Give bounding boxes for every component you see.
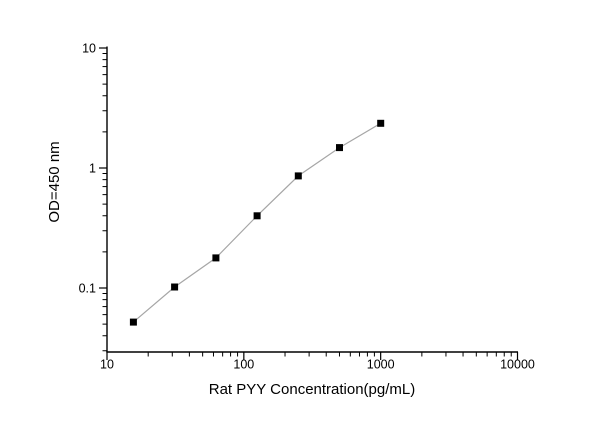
y-tick-label: 1 (89, 161, 96, 175)
data-point-marker (336, 144, 343, 152)
data-point-marker (171, 283, 179, 291)
x-axis-title: Rat PYY Concentration(pg/mL) (209, 381, 416, 398)
x-tick-label: 1000 (367, 358, 395, 372)
x-tick-label: 10000 (500, 358, 535, 372)
y-axis-title: OD=450 nm (46, 141, 63, 222)
data-point-marker (129, 318, 137, 326)
series-layer (129, 119, 385, 326)
data-point-marker (253, 212, 261, 220)
standard-curve-line (133, 122, 382, 323)
y-tick-label: 10 (82, 41, 96, 55)
ticks-layer (99, 47, 519, 360)
tick-labels-layer: 10 100 1000 10000 10 1 0.1 (79, 41, 535, 371)
data-point-marker (294, 172, 302, 180)
x-tick-label: 100 (233, 358, 254, 372)
data-point-marker (377, 119, 385, 127)
y-tick-label: 0.1 (79, 281, 96, 295)
x-tick-label: 10 (100, 358, 114, 372)
data-point-marker (212, 254, 220, 262)
